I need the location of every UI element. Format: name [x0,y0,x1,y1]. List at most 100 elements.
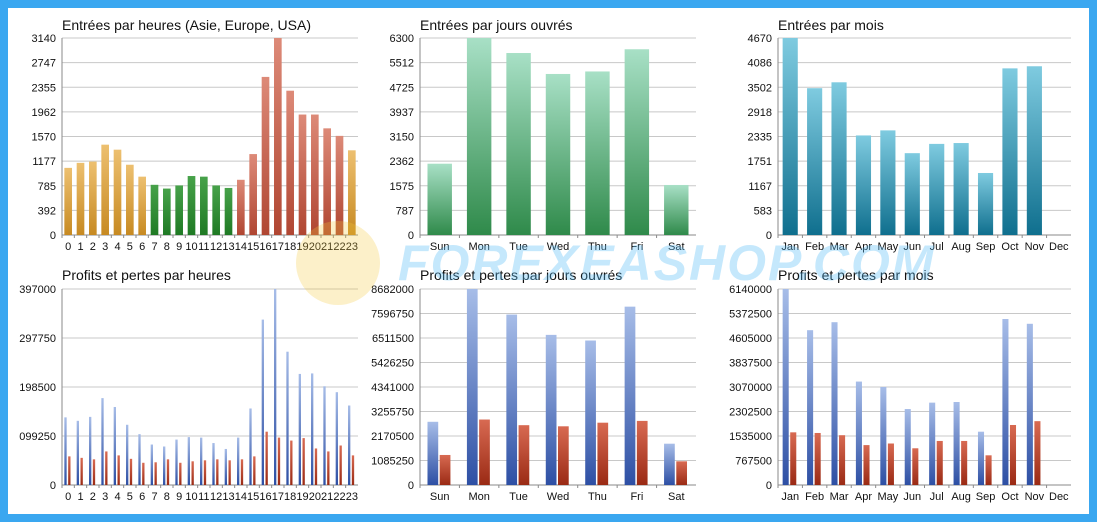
bar [585,71,610,236]
x-tick-label: 1 [77,491,83,503]
bar [323,128,331,235]
x-tick-label: Sun [430,241,450,253]
y-tick-label: 787 [396,205,414,217]
y-tick-label: 0 [408,230,414,242]
bar [887,443,894,485]
x-tick-label: Feb [805,241,824,253]
bar [277,437,281,485]
bar [64,167,72,235]
bar [163,188,171,235]
y-tick-label: 297750 [19,333,56,345]
bar [1026,66,1042,235]
bar [855,381,862,485]
chart-title: Entrées par mois [778,17,884,33]
bar [624,49,650,236]
x-tick-label: Dec [1049,491,1069,503]
x-tick-label: Jul [930,241,944,253]
bar [1002,319,1009,485]
x-tick-label: 16 [259,491,271,503]
x-tick-label: 18 [284,491,296,503]
bar [839,435,846,485]
chart-title: Profits et pertes par jours ouvrés [420,267,622,283]
x-tick-label: 15 [247,241,259,253]
bar [138,176,146,235]
x-tick-label: 6 [139,241,145,253]
x-tick-label: 21 [321,241,333,253]
bar [479,419,490,485]
x-tick-label: Oct [1001,241,1018,253]
bar [274,38,282,235]
y-tick-label: 0 [50,230,56,242]
x-tick-label: 17 [272,241,284,253]
bar [80,457,83,485]
bar [1009,424,1017,485]
x-tick-label: 3 [102,491,108,503]
bar [466,289,478,485]
x-tick-label: 13 [222,491,234,503]
bar [351,455,355,485]
y-tick-label: 3837500 [729,358,772,370]
x-tick-label: May [877,241,898,253]
chart-entries-months: Entrées par mois 0 583 1167 1751 2335 2918 3502… [748,17,1071,253]
y-tick-label: 4670 [748,33,772,45]
y-tick-label: 099250 [19,431,56,443]
bar [150,444,153,485]
x-tick-label: Sep [976,241,996,253]
bar [929,143,945,235]
x-tick-label: 22 [333,491,345,503]
x-tick-label: 23 [346,491,358,503]
bar [126,164,134,235]
bar [506,314,518,485]
x-tick-label: 20 [309,241,321,253]
bar [327,451,330,485]
x-tick-label: 12 [210,241,222,253]
x-tick-label: Mar [830,241,849,253]
bar [1034,421,1041,485]
bar [187,176,196,235]
bar [154,462,157,485]
bar [237,437,240,485]
x-tick-label: 14 [235,491,247,503]
bar [880,387,887,485]
y-tick-label: 7596750 [371,309,414,321]
bar [466,38,492,235]
bar [200,176,208,235]
watermark: FOREXEASHOP.COM [296,221,934,305]
x-tick-label: 1 [77,241,83,253]
bar [89,161,97,235]
x-tick-label: Mar [830,491,849,503]
y-tick-label: 785 [38,181,56,193]
x-tick-label: Tue [509,241,528,253]
bar [904,153,920,235]
bar [142,462,145,485]
x-tick-label: 10 [185,241,197,253]
bar [166,459,170,485]
x-tick-label: 0 [65,241,71,253]
y-tick-label: 2355 [32,82,56,94]
bar [439,454,451,485]
bar [545,73,571,236]
x-tick-label: Sun [430,491,450,503]
chart-title: Entrées par jours ouvrés [420,17,573,33]
x-tick-label: 15 [247,491,259,503]
y-tick-label: 5372500 [729,309,772,321]
y-tick-label: 0 [766,480,772,492]
bar [936,440,943,485]
bar [113,406,116,485]
x-tick-label: Aug [951,241,971,253]
x-tick-label: 4 [114,241,120,253]
bar [265,431,268,485]
bar [807,330,814,485]
x-tick-label: Sat [668,491,685,503]
chart-entries-weekdays: Entrées par jours ouvrés 0 787 1575 2362 3150… [390,17,696,253]
y-tick-label: 2362 [390,156,414,168]
bar [76,420,79,485]
bar [676,461,688,485]
x-tick-label: Jan [781,491,799,503]
bar [427,421,439,485]
y-tick-label: 4341000 [371,382,414,394]
bar [314,448,318,485]
y-tick-label: 198500 [19,382,56,394]
bar [249,408,252,485]
bar [224,448,227,485]
